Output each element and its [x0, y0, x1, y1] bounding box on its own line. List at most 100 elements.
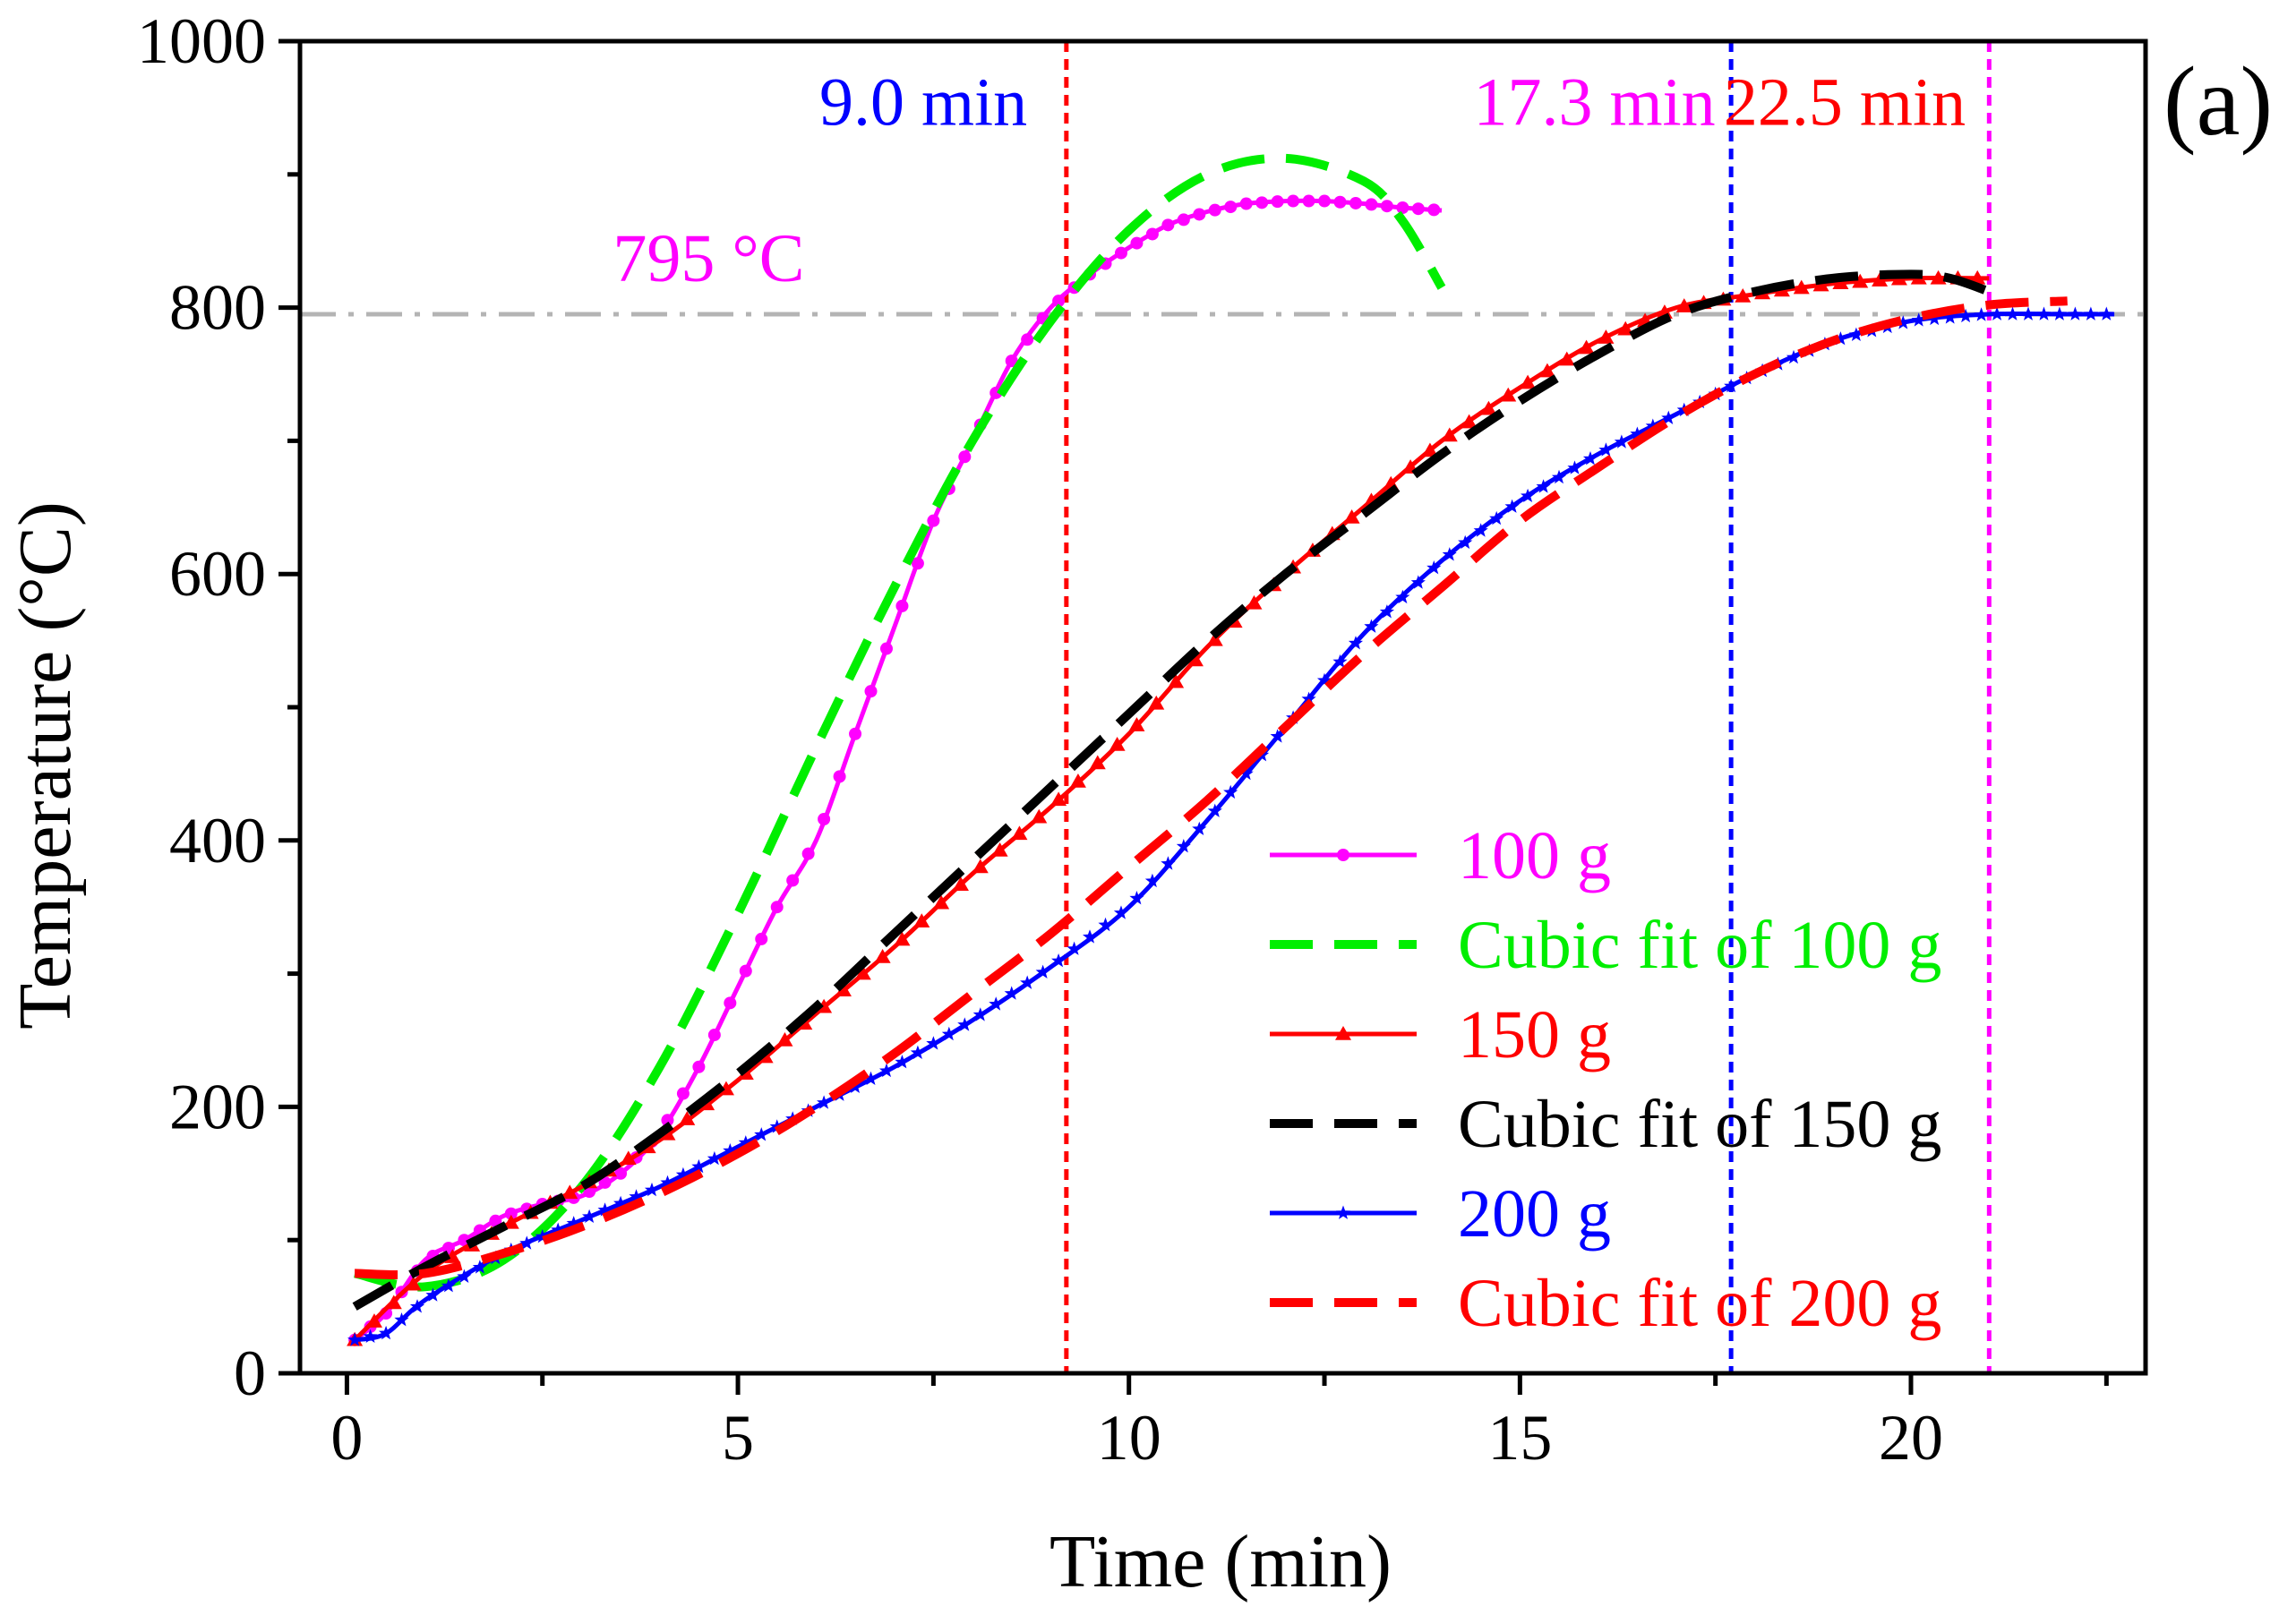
series-0-marker — [489, 1214, 502, 1227]
series-2-marker — [894, 931, 911, 946]
x-tick-label: 5 — [722, 1402, 754, 1474]
series-0-marker — [1161, 218, 1175, 232]
series-4-marker — [441, 1278, 456, 1293]
series-4-marker — [675, 1166, 690, 1182]
series-4-marker — [1051, 953, 1067, 968]
series-0-marker — [801, 847, 815, 860]
series-0-marker — [1318, 194, 1332, 208]
series-2-marker — [933, 894, 950, 910]
series-2-marker — [835, 982, 852, 996]
series-4-marker — [1786, 349, 1802, 364]
legend-label-4: 200 g — [1458, 1176, 1611, 1252]
series-4-marker — [1176, 839, 1191, 853]
series-4-marker — [2099, 306, 2114, 320]
series-4-marker — [1521, 488, 1536, 502]
series-4-marker — [1645, 418, 1660, 432]
series-0-marker — [598, 1175, 612, 1189]
series-2-marker — [1558, 351, 1575, 366]
series-4-marker — [972, 1007, 988, 1021]
series-4-marker — [1958, 308, 1974, 323]
series-4-marker — [1598, 442, 1614, 457]
series-2-marker — [913, 913, 930, 927]
series-2-marker — [1168, 673, 1185, 688]
series-2-marker — [1617, 320, 1634, 336]
series-2-marker — [1832, 275, 1849, 289]
series-0-marker — [879, 642, 893, 655]
series-0-marker — [707, 1029, 721, 1042]
series-4-marker — [394, 1312, 409, 1327]
series-4-marker — [566, 1216, 581, 1230]
series-2-marker — [561, 1184, 578, 1200]
series-4-marker — [2036, 306, 2052, 320]
series-0-marker — [1005, 355, 1018, 368]
series-2-marker — [1069, 773, 1086, 788]
series-2-marker — [1031, 808, 1048, 824]
panel-label: (a) — [2163, 47, 2273, 156]
plot-frame — [297, 38, 2148, 1376]
series-2-marker — [1421, 442, 1438, 457]
legend-label-2: 150 g — [1458, 997, 1611, 1072]
series-0-marker — [1349, 196, 1362, 209]
x-axis-label: Time (min) — [1049, 1520, 1392, 1603]
series-0-marker — [614, 1166, 628, 1180]
series-0-marker — [724, 996, 737, 1010]
series-4-marker — [1332, 654, 1348, 669]
series-0-marker — [1411, 202, 1425, 216]
series-2-marker — [1735, 287, 1752, 303]
series-0-marker — [1021, 333, 1034, 346]
legend-label-0: 100 g — [1458, 818, 1611, 893]
series-4-marker — [457, 1269, 472, 1283]
legend-marker-4 — [1335, 1205, 1351, 1219]
series-4-marker — [878, 1063, 895, 1078]
series-4-marker — [754, 1127, 769, 1141]
series-2-marker — [365, 1313, 382, 1328]
series-4-marker — [2052, 306, 2067, 320]
series-0-marker — [833, 770, 846, 783]
series-5-line — [355, 296, 2068, 1280]
series-4-marker — [535, 1229, 550, 1243]
series-4-marker — [347, 1332, 363, 1346]
series-4-marker — [1270, 729, 1285, 743]
series-4-marker — [1207, 803, 1222, 817]
series-2-marker — [1598, 329, 1615, 344]
series-2-marker — [1206, 631, 1223, 646]
legend-label-1: Cubic fit of 100 g — [1458, 908, 1941, 983]
series-4-marker — [738, 1135, 753, 1149]
y-tick-label: 800 — [169, 272, 266, 344]
x-tick-label: 0 — [330, 1402, 363, 1474]
series-0-marker — [676, 1087, 690, 1100]
series-2-marker — [1852, 273, 1869, 288]
series-2-marker — [1187, 652, 1204, 667]
series-4-marker — [1035, 964, 1050, 978]
series-4-marker — [1927, 311, 1942, 326]
series-2-marker — [1872, 272, 1889, 286]
series-2-marker — [620, 1150, 637, 1166]
series-4-marker — [1942, 310, 1958, 324]
series-4-marker — [1144, 873, 1160, 888]
series-2-marker — [1246, 594, 1263, 610]
series-4-marker — [895, 1055, 910, 1069]
series-2-marker — [991, 842, 1008, 857]
series-0-marker — [770, 901, 784, 914]
series-4-marker — [1896, 315, 1911, 329]
series-4-marker — [989, 996, 1004, 1011]
series-0-marker — [504, 1207, 518, 1220]
annotation-1: 17.3 min — [1473, 65, 1715, 141]
y-axis-label: Temperature (°C) — [4, 501, 87, 1030]
series-0-marker — [911, 557, 924, 570]
series-4-marker — [472, 1260, 487, 1274]
series-4-marker — [1238, 765, 1254, 781]
series-4-marker — [1848, 327, 1863, 341]
series-2-marker — [1089, 755, 1106, 770]
series-4-marker — [1724, 378, 1739, 393]
series-0-line — [353, 198, 1443, 1342]
series-4-marker — [1223, 784, 1238, 799]
series-0-marker — [1380, 200, 1393, 213]
series-4-marker — [957, 1017, 972, 1031]
series-4-marker — [817, 1095, 832, 1109]
series-0-marker — [1145, 227, 1159, 241]
series-4-marker — [519, 1235, 535, 1250]
series-0-marker — [1130, 236, 1144, 250]
series-4-marker — [1567, 460, 1582, 474]
